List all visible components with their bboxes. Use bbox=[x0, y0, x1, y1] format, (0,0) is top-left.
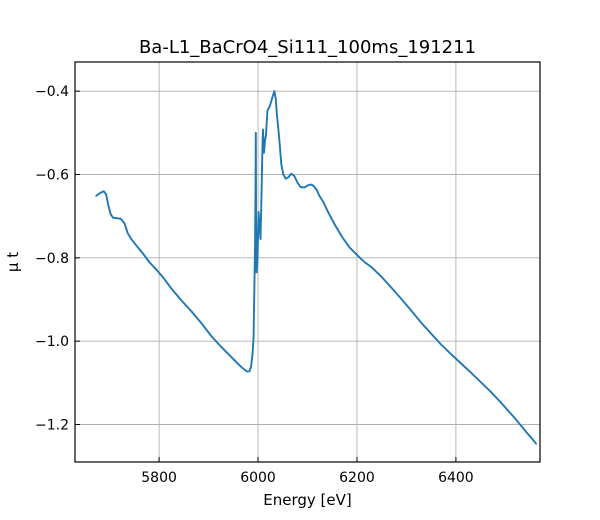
y-tick-label: −0.6 bbox=[35, 168, 69, 184]
ticks: 5800 6000 6200 6400 −0.4 −0.6 −0.8 −1.0 −1.2 bbox=[35, 84, 474, 486]
y-tick-label: −1.0 bbox=[35, 334, 69, 350]
x-axis-label: Energy [eV] bbox=[263, 491, 351, 509]
series-line-0 bbox=[95, 90, 537, 445]
x-tick-label: 6400 bbox=[438, 470, 474, 486]
y-tick-label: −1.2 bbox=[35, 418, 69, 434]
y-tick-label: −0.8 bbox=[35, 251, 69, 267]
chart-title: Ba-L1_BaCrO4_Si111_100ms_191211 bbox=[139, 37, 476, 58]
series-layer bbox=[95, 90, 537, 445]
y-tick-label: −0.4 bbox=[35, 84, 69, 100]
plot-frame bbox=[74, 61, 541, 463]
x-tick-label: 5800 bbox=[141, 470, 177, 486]
grid bbox=[75, 62, 540, 462]
x-tick-label: 6200 bbox=[339, 470, 375, 486]
y-axis-label: μ t bbox=[4, 252, 22, 272]
x-tick-label: 6000 bbox=[240, 470, 276, 486]
